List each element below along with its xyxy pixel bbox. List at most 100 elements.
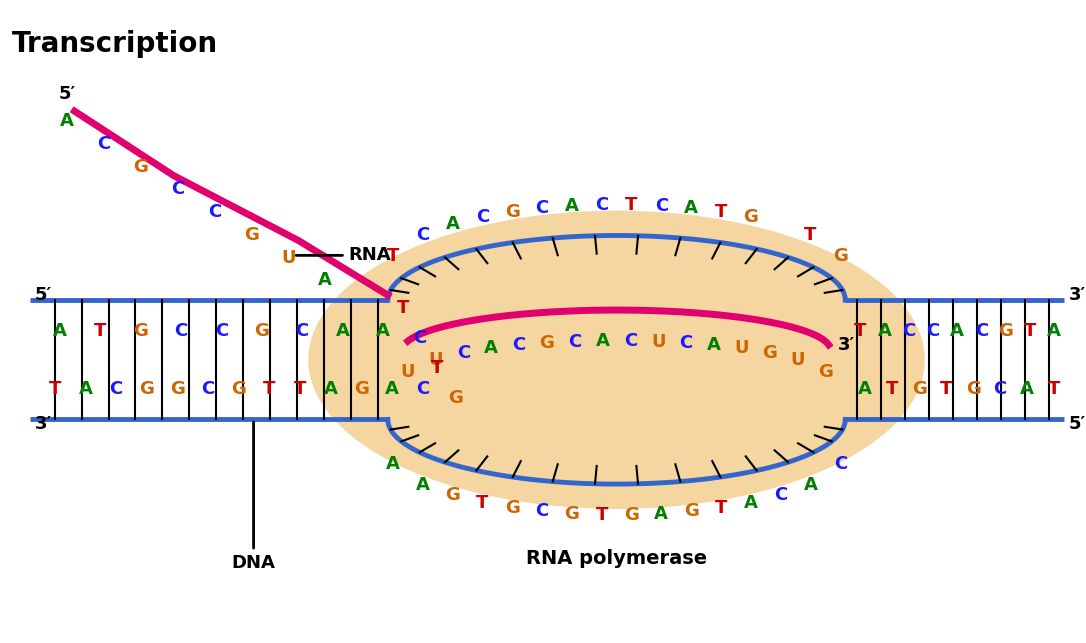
Text: C: C xyxy=(171,180,184,198)
Text: C: C xyxy=(201,379,215,397)
Text: C: C xyxy=(416,379,429,397)
Text: A: A xyxy=(804,476,818,494)
Text: T: T xyxy=(595,506,608,524)
Text: A: A xyxy=(386,379,399,397)
Text: G: G xyxy=(505,203,519,221)
Text: G: G xyxy=(449,388,463,406)
Text: A: A xyxy=(445,215,459,233)
Text: T: T xyxy=(93,322,106,340)
Text: U: U xyxy=(428,350,443,368)
Text: G: G xyxy=(540,334,554,352)
Text: G: G xyxy=(132,322,148,340)
Text: RNA polymerase: RNA polymerase xyxy=(526,549,707,568)
Text: A: A xyxy=(858,379,872,397)
Text: 5′: 5′ xyxy=(35,286,52,304)
Text: C: C xyxy=(680,334,693,352)
Text: A: A xyxy=(877,322,892,340)
Text: G: G xyxy=(624,506,639,524)
Text: T: T xyxy=(715,499,728,517)
Text: 5′: 5′ xyxy=(1069,415,1086,433)
Text: G: G xyxy=(833,247,848,265)
Text: C: C xyxy=(774,486,787,504)
Text: C: C xyxy=(535,502,548,520)
Text: C: C xyxy=(513,336,526,354)
Text: T: T xyxy=(715,203,728,221)
Text: RNA: RNA xyxy=(296,246,391,264)
Text: U: U xyxy=(791,350,805,368)
Text: G: G xyxy=(354,379,369,397)
Text: T: T xyxy=(626,195,637,213)
Text: C: C xyxy=(655,197,668,215)
Text: U: U xyxy=(281,248,295,266)
Text: G: G xyxy=(231,379,247,397)
Text: A: A xyxy=(950,322,964,340)
Text: T: T xyxy=(939,379,952,397)
Text: 3′: 3′ xyxy=(1069,286,1086,304)
Text: G: G xyxy=(134,158,148,176)
Text: A: A xyxy=(336,322,350,340)
Text: T: T xyxy=(431,359,444,377)
Text: A: A xyxy=(53,322,66,340)
Text: G: G xyxy=(505,499,519,517)
Text: T: T xyxy=(1048,379,1060,397)
Text: C: C xyxy=(110,379,123,397)
Text: T: T xyxy=(476,494,489,512)
Text: 3′: 3′ xyxy=(838,336,856,354)
Text: A: A xyxy=(744,494,758,512)
Text: A: A xyxy=(707,336,721,354)
Text: C: C xyxy=(568,332,581,350)
Text: A: A xyxy=(655,505,668,523)
Text: A: A xyxy=(484,340,498,358)
Text: C: C xyxy=(174,322,188,340)
Ellipse shape xyxy=(308,211,925,509)
Text: U: U xyxy=(734,340,749,358)
Text: A: A xyxy=(684,199,698,217)
Text: C: C xyxy=(834,455,847,473)
Text: C: C xyxy=(413,329,427,347)
Text: C: C xyxy=(623,332,637,350)
Text: 5′: 5′ xyxy=(59,86,76,104)
Text: A: A xyxy=(416,476,430,494)
Text: T: T xyxy=(396,299,409,317)
Text: A: A xyxy=(565,197,579,215)
Text: T: T xyxy=(805,226,817,244)
Text: C: C xyxy=(535,199,548,217)
Text: C: C xyxy=(476,208,489,226)
Text: C: C xyxy=(215,322,228,340)
Text: G: G xyxy=(169,379,185,397)
Text: C: C xyxy=(595,195,608,213)
Text: G: G xyxy=(244,226,258,244)
Text: T: T xyxy=(294,379,306,397)
Text: A: A xyxy=(324,379,338,397)
Text: T: T xyxy=(1024,322,1036,340)
Text: C: C xyxy=(295,322,308,340)
Text: C: C xyxy=(926,322,939,340)
Text: A: A xyxy=(1020,379,1034,397)
Text: 3′: 3′ xyxy=(35,415,52,433)
Text: G: G xyxy=(139,379,154,397)
Text: C: C xyxy=(975,322,988,340)
Text: G: G xyxy=(565,505,579,523)
Text: T: T xyxy=(387,247,399,265)
Text: Transcription: Transcription xyxy=(12,30,218,58)
Text: C: C xyxy=(97,135,110,153)
Text: G: G xyxy=(965,379,981,397)
Text: G: G xyxy=(684,502,698,520)
Text: G: G xyxy=(254,322,269,340)
Text: T: T xyxy=(49,379,61,397)
Text: C: C xyxy=(994,379,1007,397)
Text: A: A xyxy=(1047,322,1061,340)
Text: G: G xyxy=(818,363,833,381)
Text: A: A xyxy=(376,322,390,340)
Text: C: C xyxy=(902,322,915,340)
Text: C: C xyxy=(207,203,220,221)
Text: G: G xyxy=(743,208,758,226)
Text: G: G xyxy=(911,379,926,397)
Text: A: A xyxy=(596,332,609,350)
Text: A: A xyxy=(78,379,92,397)
Text: DNA: DNA xyxy=(231,422,276,572)
Text: U: U xyxy=(401,363,415,381)
Text: G: G xyxy=(762,344,778,362)
Text: G: G xyxy=(445,486,459,504)
Text: A: A xyxy=(318,271,332,289)
